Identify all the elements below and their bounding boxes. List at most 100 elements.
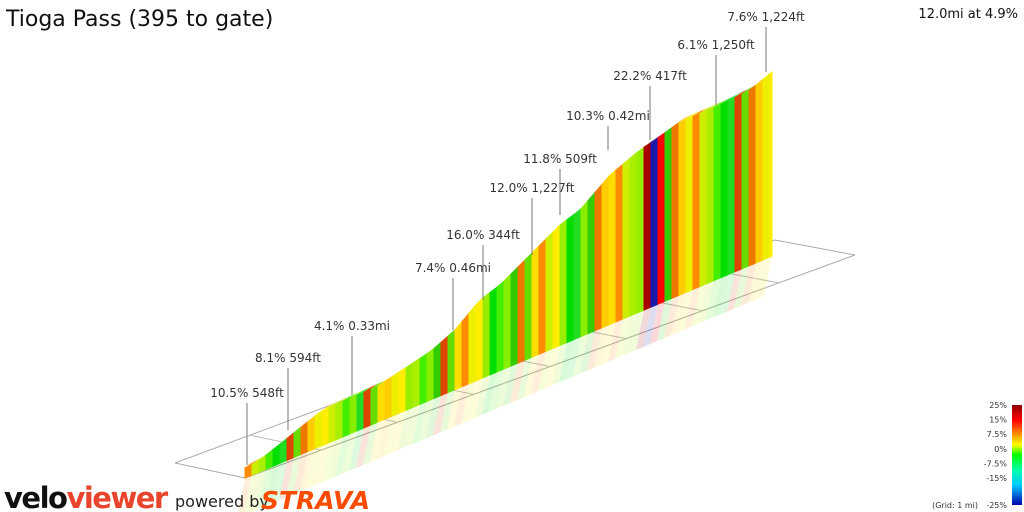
- profile-slice: [720, 100, 729, 279]
- profile-slice: [314, 410, 323, 450]
- profile-slice: [384, 376, 393, 420]
- profile-slice: [538, 237, 547, 355]
- profile-shadow: [426, 395, 441, 439]
- profile-shadow: [433, 392, 448, 436]
- profile-shadow: [629, 310, 644, 353]
- annotation: 22.2% 417ft: [613, 69, 687, 83]
- profile-slice: [461, 311, 470, 388]
- annotation: 11.8% 509ft: [523, 152, 597, 166]
- profile-shadow: [762, 256, 772, 297]
- profile-slice: [699, 109, 708, 288]
- profile-top: [378, 376, 391, 386]
- profile-slice: [433, 341, 442, 400]
- profile-shadow: [559, 339, 574, 383]
- legend-label: 7.5%: [987, 430, 1008, 439]
- profile-shadow: [286, 454, 301, 498]
- annotations: 10.5% 548ft 8.1% 594ft 4.1% 0.33mi 7.4% 0.4…: [210, 10, 805, 465]
- profile-top: [735, 89, 748, 98]
- profile-slice: [265, 448, 274, 470]
- profile-shadow: [636, 307, 651, 351]
- profile-top: [770, 67, 778, 74]
- profile-shadow: [699, 280, 714, 324]
- profile-top: [693, 108, 706, 117]
- profile-slice: [678, 118, 687, 297]
- profile-top: [679, 114, 692, 123]
- profile-slice: [755, 78, 764, 264]
- profile-slice: [398, 366, 407, 414]
- profile-shadow: [356, 424, 371, 468]
- profile-slice: [475, 296, 484, 382]
- logo-viewer: viewer: [66, 481, 168, 512]
- legend: 25% 15% 7.5% 0% -7.5% -15% -25%: [984, 401, 1008, 510]
- profile-top: [371, 380, 384, 390]
- profile-shadow: [496, 366, 511, 409]
- profile-shadow: [706, 277, 721, 321]
- legend-label: -7.5%: [984, 459, 1008, 468]
- profile-top: [329, 399, 342, 408]
- profile-shadow: [265, 463, 280, 507]
- profile-top: [350, 390, 363, 399]
- profile-slice: [482, 291, 491, 379]
- annotation: 7.6% 1,224ft: [727, 10, 805, 24]
- profile-shadow: [419, 398, 434, 442]
- profile-slice: [342, 397, 351, 438]
- profile-slice: [762, 72, 771, 261]
- profile-slice: [321, 407, 330, 447]
- profile-top: [714, 99, 727, 108]
- profile-shadow: [328, 436, 343, 480]
- logo-velo: velo: [4, 481, 67, 512]
- profile-shadow: [335, 433, 350, 477]
- profile-shadow: [734, 265, 749, 309]
- profile-slice: [531, 244, 540, 358]
- profile-slice: [706, 106, 715, 285]
- profile-shadow: [615, 315, 630, 359]
- profile-shadow: [377, 416, 392, 460]
- profile-slice: [510, 265, 519, 367]
- profile-shadow: [727, 268, 742, 312]
- profile-slice: [629, 151, 638, 317]
- profile-shadow: [664, 295, 679, 339]
- profile-shadow: [454, 383, 469, 427]
- profile-top: [721, 96, 734, 105]
- profile-shadow: [538, 348, 553, 392]
- profile-slice: [391, 371, 400, 417]
- profile-slice: [349, 394, 358, 435]
- profile-shadow: [657, 298, 672, 342]
- profile-shadow: [258, 466, 273, 510]
- profile-slice: [524, 251, 533, 361]
- profile-slice: [685, 115, 694, 294]
- profile-slice: [650, 136, 659, 308]
- profile-top: [322, 402, 335, 412]
- profile-slice: [503, 272, 512, 370]
- profile-slice: [664, 126, 673, 302]
- profile-slice: [601, 174, 610, 329]
- profile-shadow: [517, 357, 532, 401]
- profile-slice: [643, 141, 652, 311]
- floor-edge: [774, 239, 856, 256]
- profile-shadow: [398, 407, 413, 451]
- profile-top: [245, 459, 258, 468]
- profile-slice: [454, 320, 463, 391]
- profile-slice: [608, 168, 617, 326]
- profile-shadow: [279, 457, 294, 501]
- profile-shadow: [720, 271, 735, 315]
- profile-shadow: [503, 363, 518, 407]
- profile-shadow: [363, 422, 378, 465]
- profile-shadow: [692, 283, 707, 327]
- annotation: 10.5% 548ft: [210, 386, 284, 400]
- profile-shadow: [587, 327, 602, 371]
- profile-slice: [657, 131, 666, 305]
- profile-slice: [573, 207, 582, 341]
- annotation: 8.1% 594ft: [255, 351, 321, 365]
- profile-shadow: [349, 427, 364, 471]
- profile-top: [343, 393, 356, 402]
- profile-shadow: [391, 410, 406, 454]
- profile-slice: [440, 335, 449, 397]
- profile-slice: [636, 146, 645, 314]
- legend-colorbar: [1012, 405, 1022, 505]
- profile-shadow: [741, 262, 756, 306]
- profile-shadow: [307, 445, 322, 489]
- profile-slice: [580, 199, 589, 338]
- profile-top: [686, 111, 699, 120]
- profile-slice: [727, 96, 736, 276]
